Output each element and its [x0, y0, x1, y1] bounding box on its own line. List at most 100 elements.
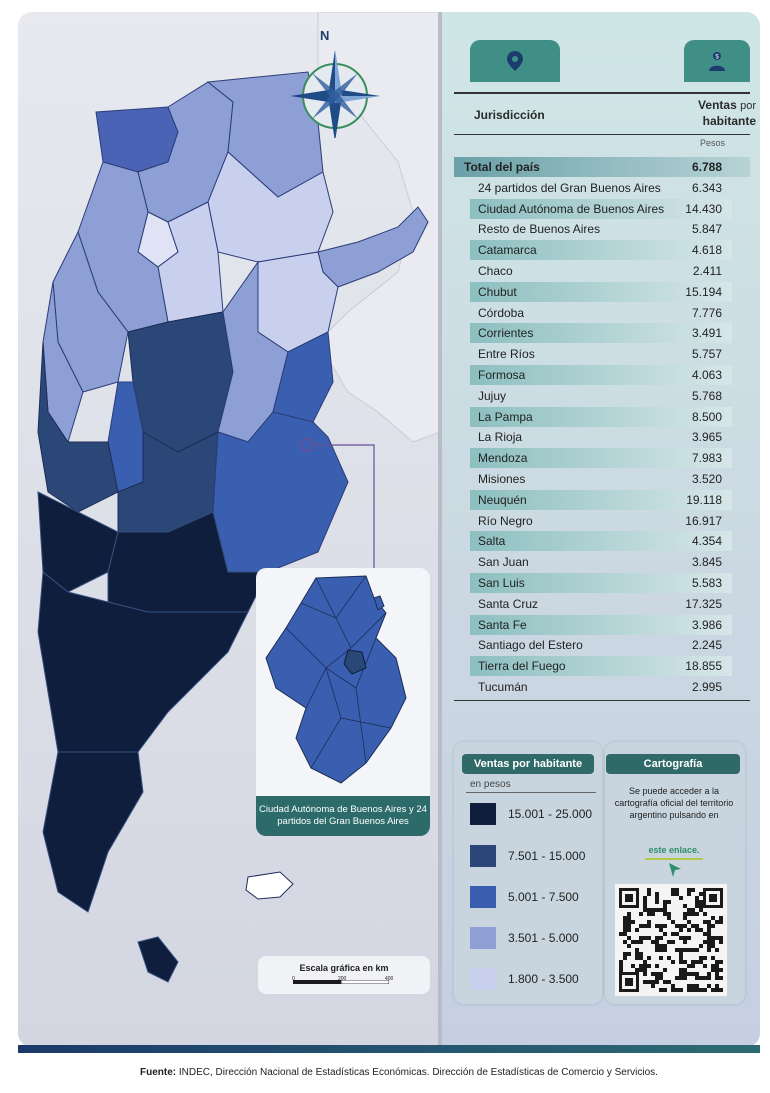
row-jurisdiction: Río Negro [478, 513, 533, 528]
table-row: Salta 4.354 [454, 531, 750, 552]
table-row: Chaco 2.411 [454, 261, 750, 281]
row-value: 3.520 [691, 472, 722, 486]
table-row: Ciudad Autónoma de Buenos Aires 14.430 [454, 198, 750, 219]
row-value: 3.965 [691, 430, 722, 445]
table-row: Jujuy 5.768 [454, 386, 750, 406]
row-value: 3.491 [691, 326, 722, 341]
scale-tick-200: 200 [338, 976, 347, 982]
row-value: 4.354 [691, 534, 722, 549]
table-row: Mendoza 7.983 [454, 448, 750, 469]
table-top-rule [454, 92, 750, 94]
table-row: Santa Cruz 17.325 [454, 594, 750, 614]
legend-swatch [470, 803, 496, 825]
row-band [470, 448, 732, 469]
table-row: Tierra del Fuego 18.855 [454, 656, 750, 677]
table-row: La Pampa 8.500 [454, 406, 750, 427]
table-row: Entre Ríos 5.757 [454, 344, 750, 364]
row-jurisdiction: San Luis [478, 576, 525, 590]
row-jurisdiction: Misiones [478, 472, 526, 486]
inset-leader-line [313, 444, 375, 572]
row-band [470, 573, 732, 593]
inset-caption-text: Ciudad Autónoma de Buenos Aires y 24 par… [259, 804, 427, 827]
table-row: Resto de Buenos Aires 5.847 [454, 219, 750, 239]
legend-label: 7.501 - 15.000 [508, 849, 586, 863]
row-value: 5.847 [691, 222, 722, 237]
table-row: San Juan 3.845 [454, 552, 750, 572]
neighbour-land [317, 12, 441, 443]
header-por-word: por [740, 100, 756, 112]
row-value: 14.430 [685, 201, 722, 216]
row-value: 5.757 [691, 347, 722, 362]
province-tierra-del-fuego [137, 936, 179, 983]
row-value: 4.063 [691, 368, 722, 382]
row-jurisdiction: Chubut [478, 284, 517, 299]
row-jurisdiction: Entre Ríos [478, 347, 535, 362]
row-jurisdiction: San Juan [478, 555, 529, 570]
location-pin-icon [507, 51, 523, 71]
row-value: 2.995 [691, 680, 722, 694]
row-jurisdiction: Total del país [464, 160, 540, 174]
row-jurisdiction: Resto de Buenos Aires [478, 222, 601, 237]
row-jurisdiction: Santa Cruz [478, 596, 539, 611]
header-ventas: Ventas por habitante [672, 98, 756, 129]
row-band [454, 157, 750, 177]
scale-box [258, 956, 430, 994]
row-band [470, 365, 732, 385]
north-label: N [320, 28, 330, 43]
row-value: 4.618 [691, 243, 722, 258]
legend-label: 1.800 - 3.500 [508, 972, 579, 986]
row-jurisdiction: Santa Fe [478, 617, 527, 632]
table-row: Chubut 15.194 [454, 281, 750, 302]
legend-swatch [470, 845, 496, 867]
gba-inset-map [265, 575, 407, 784]
inset-caption: Ciudad Autónoma de Buenos Aires y 24 par… [256, 796, 430, 836]
legend-swatch [470, 927, 496, 949]
row-band [470, 281, 732, 302]
row-jurisdiction: Catamarca [478, 243, 537, 258]
row-value: 8.500 [691, 409, 722, 424]
table-row: Córdoba 7.776 [454, 303, 750, 323]
cartografia-title: Cartografía [606, 754, 740, 774]
unit-label: Pesos [700, 138, 726, 148]
row-jurisdiction: Ciudad Autónoma de Buenos Aires [478, 201, 665, 216]
row-jurisdiction: Tierra del Fuego [478, 659, 566, 674]
qr-code-icon[interactable] [615, 884, 727, 996]
row-jurisdiction: La Rioja [478, 430, 523, 445]
compass-rose-icon [290, 50, 380, 138]
header-habitante-word: habitante [702, 114, 756, 128]
row-jurisdiction: Salta [478, 534, 506, 549]
cartografia-text: Se puede acceder a la cartografía oficia… [614, 786, 734, 820]
map-area [18, 12, 441, 1047]
source-note: Fuente: INDEC, Dirección Nacional de Est… [140, 1067, 658, 1078]
row-jurisdiction: Formosa [478, 368, 526, 382]
legend-label: 5.001 - 7.500 [508, 890, 579, 904]
row-value: 6.343 [691, 180, 722, 195]
cartografia-link[interactable]: este enlace. [648, 845, 700, 855]
scale-tick-400: 400 [385, 976, 394, 982]
row-band [470, 198, 732, 219]
legend-rule [466, 792, 596, 793]
row-value: 7.983 [691, 451, 722, 466]
table-bottom-rule [454, 700, 750, 701]
tab-sales-per-capita[interactable]: $ [684, 40, 750, 82]
row-band [470, 656, 732, 677]
table-row: Neuquén 19.118 [454, 489, 750, 510]
scale-title: Escala gráfica en km [299, 963, 389, 973]
row-band [470, 489, 732, 510]
table-row: Misiones 3.520 [454, 469, 750, 489]
row-value: 3.986 [691, 617, 722, 632]
province-cordoba [127, 311, 234, 453]
row-jurisdiction: Chaco [478, 264, 513, 278]
row-value: 6.788 [691, 160, 722, 174]
tab-location[interactable] [470, 40, 560, 82]
row-value: 17.325 [685, 596, 722, 611]
row-band [470, 240, 732, 261]
row-jurisdiction: La Pampa [478, 409, 533, 424]
table-row: Formosa 4.063 [454, 365, 750, 385]
table-row: Total del país 6.788 [454, 157, 750, 177]
table-row: Tucumán 2.995 [454, 677, 750, 697]
legend-swatch [470, 968, 496, 990]
table-row: 24 partidos del Gran Buenos Aires 6.343 [454, 178, 750, 198]
link-underline [645, 858, 703, 860]
table-row: Santiago del Estero 2.245 [454, 635, 750, 655]
